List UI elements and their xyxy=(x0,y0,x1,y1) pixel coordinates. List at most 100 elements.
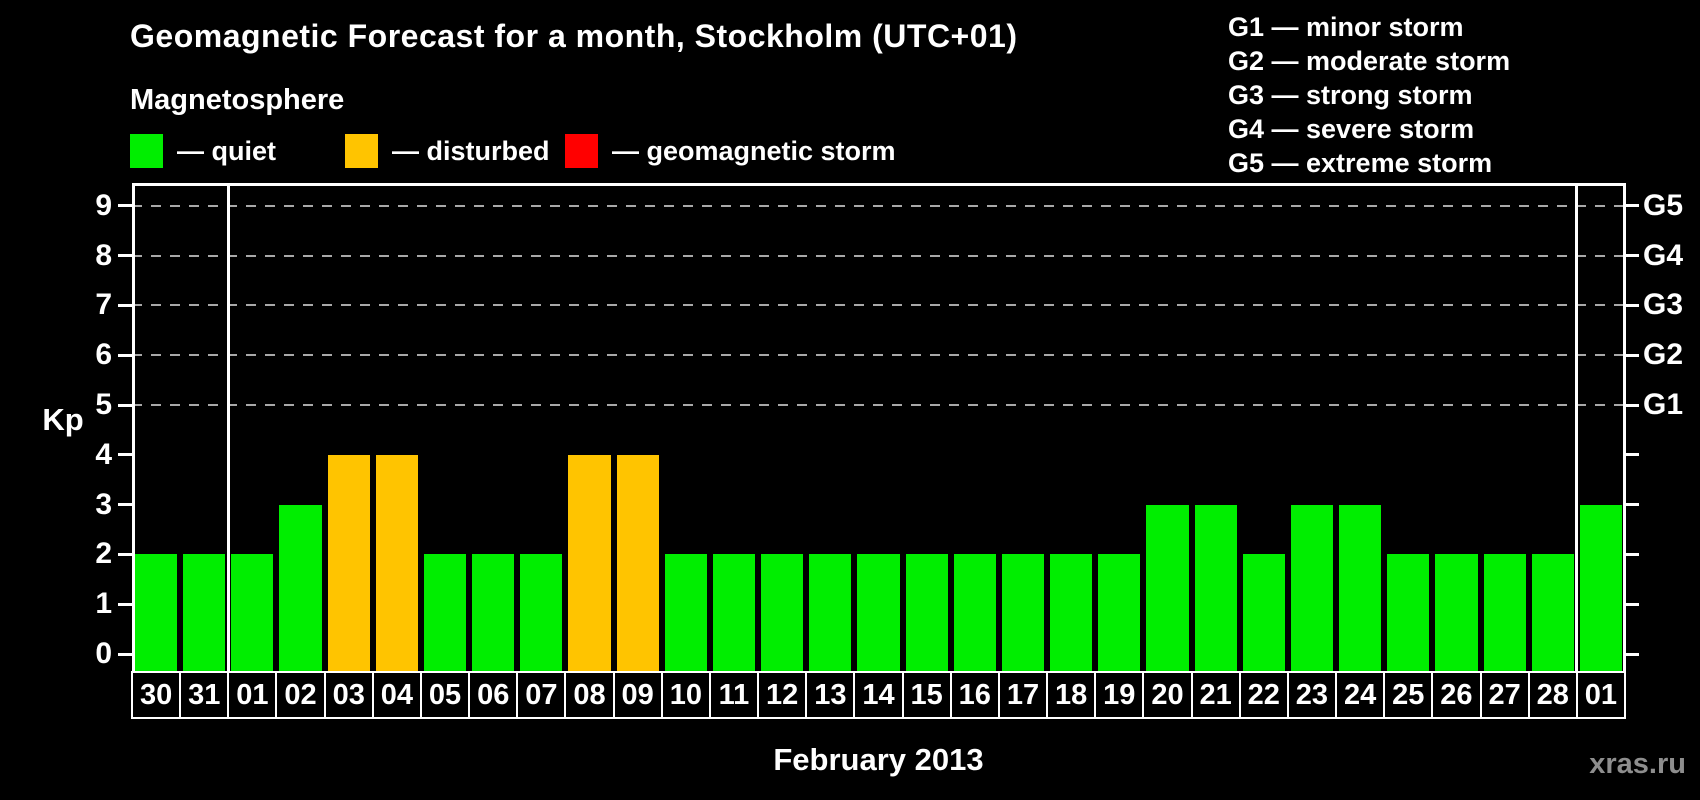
kp-bar-day-22 xyxy=(1242,554,1285,671)
y-tick-label-3: 3 xyxy=(95,487,112,521)
kp-bar-day-27 xyxy=(1483,554,1526,671)
kp-bar-day-08 xyxy=(568,454,611,671)
magnetosphere-label: Magnetosphere xyxy=(130,84,345,116)
kp-bar-day-03 xyxy=(327,454,370,671)
day-label-03: 03 xyxy=(323,671,374,719)
kp-bar-day-24 xyxy=(1339,504,1382,671)
kp-bar-day-12 xyxy=(761,554,804,671)
right-tick-0 xyxy=(1625,652,1639,656)
right-tick-4 xyxy=(1625,453,1639,457)
kp-bar-day-06 xyxy=(472,554,515,671)
gridline-kp-5 xyxy=(132,404,1625,406)
day-label-26: 26 xyxy=(1431,671,1482,719)
day-label-09: 09 xyxy=(612,671,663,719)
day-label-02: 02 xyxy=(275,671,326,719)
left-tick-2 xyxy=(118,552,132,556)
left-tick-0 xyxy=(118,652,132,656)
day-label-10: 10 xyxy=(660,671,711,719)
left-axis-line xyxy=(132,183,135,671)
day-label-06: 06 xyxy=(468,671,519,719)
day-label-01: 01 xyxy=(227,671,278,719)
y-tick-label-2: 2 xyxy=(95,537,112,571)
day-label-18: 18 xyxy=(1046,671,1097,719)
left-tick-6 xyxy=(118,353,132,357)
kp-bar-day-02 xyxy=(279,504,322,671)
y-tick-label-7: 7 xyxy=(95,288,112,322)
day-label-19: 19 xyxy=(1094,671,1145,719)
y-tick-label-5: 5 xyxy=(95,388,112,421)
chart-title: Geomagnetic Forecast for a month, Stockh… xyxy=(130,18,1018,54)
kp-bar-day-18 xyxy=(1050,554,1093,671)
y-tick-label-9: 9 xyxy=(95,188,112,222)
left-tick-8 xyxy=(118,254,132,258)
g1-legend-line: G1 — minor storm xyxy=(1228,12,1464,42)
day-label-28: 28 xyxy=(1527,671,1578,719)
kp-bar-day-25 xyxy=(1387,554,1430,671)
day-label-mar-01: 01 xyxy=(1575,671,1626,719)
day-label-jan-31: 31 xyxy=(179,671,230,719)
x-axis-label-month: February 2013 xyxy=(773,742,984,777)
legend-label-quiet: — quiet xyxy=(177,135,276,166)
day-label-04: 04 xyxy=(371,671,422,719)
left-tick-1 xyxy=(118,602,132,606)
left-tick-5 xyxy=(118,403,132,407)
kp-bar-day-28 xyxy=(1531,554,1574,671)
disturbed-color-swatch xyxy=(345,134,378,168)
left-tick-4 xyxy=(118,453,132,457)
kp-bar-day-09 xyxy=(616,454,659,671)
g3-legend-line: G3 — strong storm xyxy=(1228,80,1473,110)
right-axis-label-g2: G2 xyxy=(1643,338,1684,372)
quiet-color-swatch xyxy=(130,134,163,168)
kp-bar-day-21 xyxy=(1194,504,1237,671)
y-tick-label-1: 1 xyxy=(95,587,112,621)
day-label-27: 27 xyxy=(1479,671,1530,719)
day-label-22: 22 xyxy=(1238,671,1289,719)
plot-area: 0 1 2 3 4 5 6 7 8 9 G1 G2 G3 G4 G5 xyxy=(95,183,1683,671)
right-axis-line xyxy=(1623,183,1626,671)
g-scale-legend: G1 — minor storm G2 — moderate storm G3 … xyxy=(1228,10,1510,180)
day-label-23: 23 xyxy=(1286,671,1338,719)
y-tick-label-8: 8 xyxy=(95,238,112,272)
day-label-12: 12 xyxy=(757,671,808,719)
kp-bar-day-17 xyxy=(1001,554,1045,671)
legend-item-quiet: — quiet xyxy=(130,133,276,169)
right-tick-3 xyxy=(1625,503,1639,507)
kp-bar-day-10 xyxy=(664,554,707,671)
kp-bar-day-04 xyxy=(375,454,418,671)
month-separator xyxy=(226,186,230,671)
g5-legend-line: G5 — extreme storm xyxy=(1228,148,1493,178)
legend-label-disturbed: — disturbed xyxy=(392,135,550,166)
kp-bar-day-30 xyxy=(135,554,178,671)
right-tick-8 xyxy=(1625,254,1639,258)
right-axis-label-g3: G3 xyxy=(1643,288,1684,322)
kp-bar-day-11 xyxy=(712,554,756,671)
gridline-kp-7 xyxy=(132,304,1625,307)
legend-label-storm: — geomagnetic storm xyxy=(612,135,896,166)
right-tick-6 xyxy=(1625,353,1639,357)
gridline-kp-9 xyxy=(132,204,1625,207)
kp-bar-day-07 xyxy=(520,554,563,671)
kp-bar-day-26 xyxy=(1435,554,1478,671)
right-tick-1 xyxy=(1625,602,1639,606)
kp-bar-day-05 xyxy=(423,554,467,671)
day-label-05: 05 xyxy=(419,671,471,719)
kp-bar-day-16 xyxy=(953,554,996,671)
kp-bar-day-14 xyxy=(857,554,900,671)
legend-item-storm: — geomagnetic storm xyxy=(565,133,896,169)
day-label-07: 07 xyxy=(516,671,567,719)
kp-bar-day-15 xyxy=(905,554,948,671)
kp-bar-day-01 xyxy=(231,554,274,671)
kp-bar-day-23 xyxy=(1290,504,1334,671)
day-label-14: 14 xyxy=(853,671,904,719)
right-tick-2 xyxy=(1625,552,1639,556)
left-tick-3 xyxy=(118,503,132,507)
watermark-text: xras.ru xyxy=(1589,748,1686,780)
day-label-11: 11 xyxy=(708,671,760,719)
kp-bar-day-13 xyxy=(809,554,852,671)
right-tick-7 xyxy=(1625,303,1639,307)
y-tick-label-0: 0 xyxy=(95,637,112,670)
day-label-08: 08 xyxy=(564,671,615,719)
day-label-20: 20 xyxy=(1142,671,1193,719)
right-axis-label-g4: G4 xyxy=(1643,238,1684,272)
